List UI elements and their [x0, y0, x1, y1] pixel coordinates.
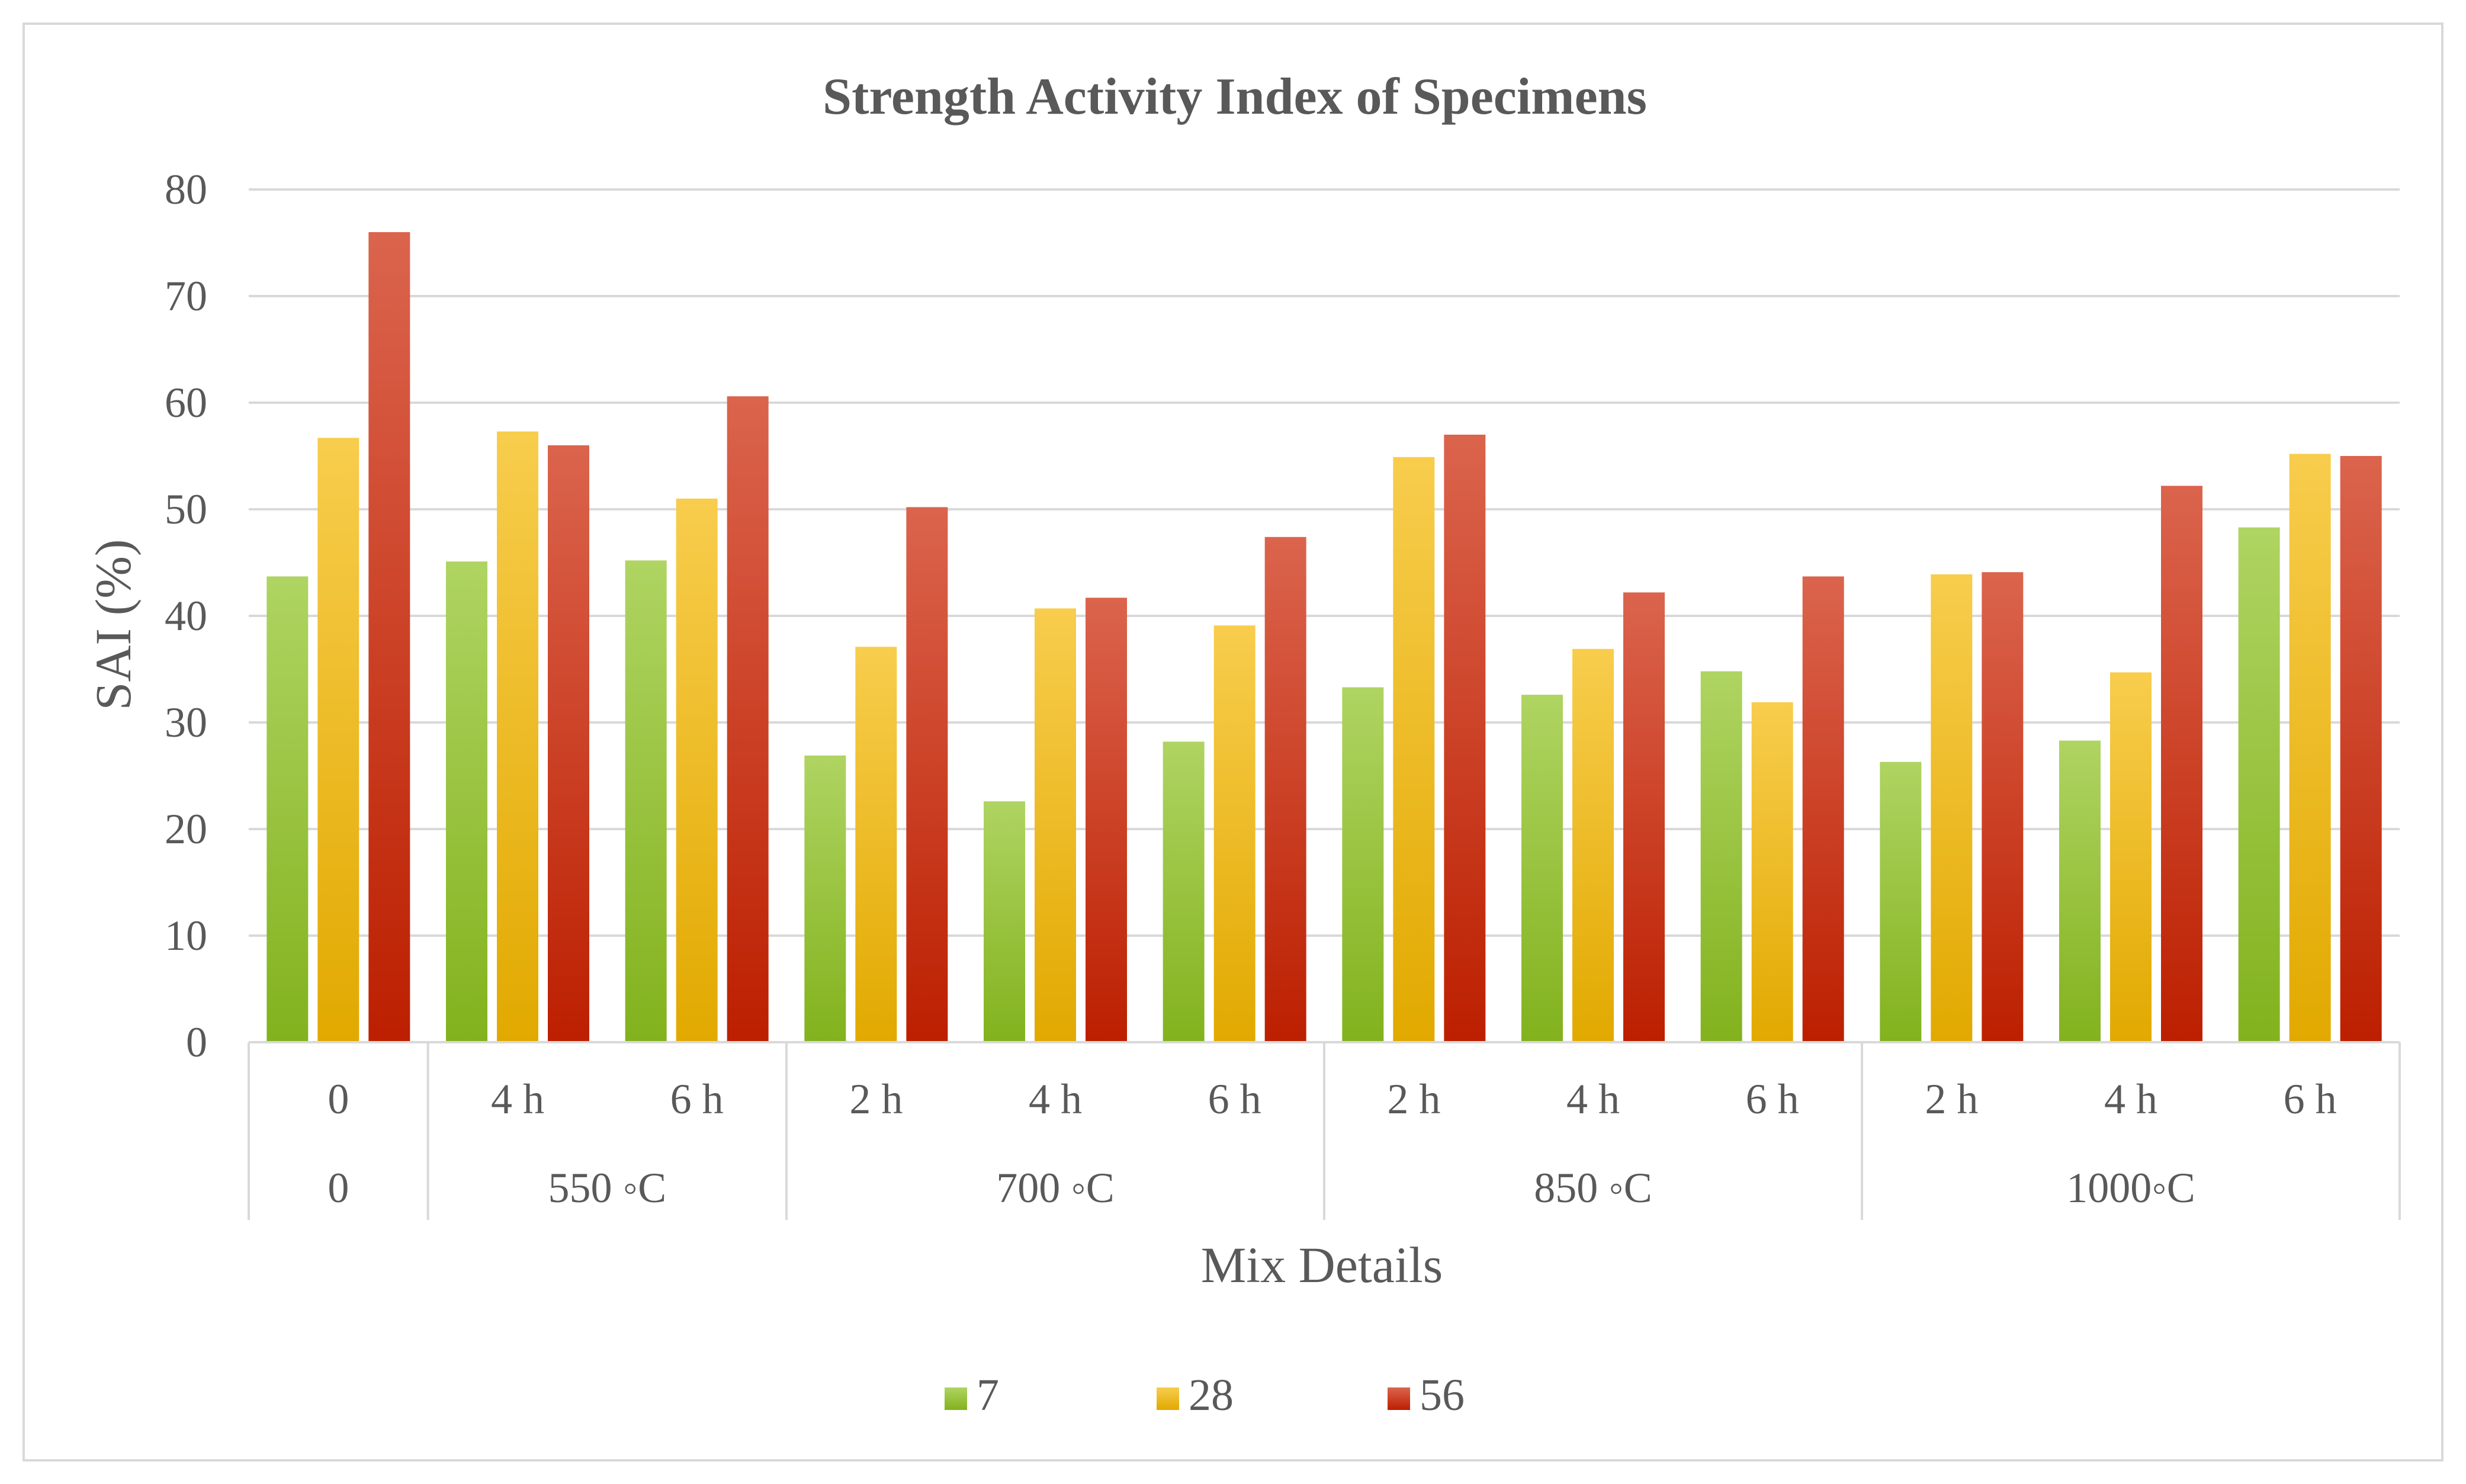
- bar-series-28-cat-7: [1572, 648, 1614, 1042]
- bar-series-7-cat-0: [266, 576, 309, 1042]
- legend: 7 28 56: [945, 1370, 1465, 1420]
- x-group-label: 0: [327, 1164, 349, 1212]
- y-tick-label: 0: [186, 1019, 207, 1066]
- bar-series-28-cat-3: [855, 647, 897, 1042]
- bar-series-28-cat-10: [2110, 672, 2152, 1042]
- x-group-label: 1000◦C: [2066, 1164, 2195, 1212]
- bar-series-56-cat-6: [1444, 435, 1486, 1042]
- x-tick-label: 4 h: [491, 1075, 544, 1123]
- bar-series-56-cat-10: [2161, 486, 2202, 1042]
- y-tick-label: 20: [165, 805, 207, 853]
- y-axis-label: SAI (%): [85, 539, 142, 711]
- y-tick-label: 30: [165, 699, 207, 746]
- x-tick-label: 4 h: [1029, 1075, 1082, 1123]
- x-tick-label: 2 h: [849, 1075, 903, 1123]
- x-tick-label: 6 h: [1208, 1075, 1261, 1123]
- legend-swatch: [1157, 1387, 1179, 1410]
- legend-swatch: [1388, 1387, 1410, 1410]
- bar-series-28-cat-0: [317, 438, 359, 1042]
- chart-title: Strength Activity Index of Specimens: [823, 68, 1647, 126]
- bar-series-56-cat-4: [1086, 598, 1127, 1042]
- bar-series-7-cat-3: [804, 755, 846, 1042]
- x-group-label: 550 ◦C: [548, 1164, 667, 1212]
- y-tick-label: 60: [165, 379, 207, 426]
- x-tick-label: 0: [327, 1075, 349, 1123]
- legend-item-56: 56: [1388, 1370, 1465, 1420]
- bar-series-7-cat-9: [1880, 762, 1922, 1042]
- bar-series-7-cat-8: [1700, 671, 1742, 1042]
- x-tick-label: 6 h: [2284, 1075, 2337, 1123]
- bar-series-7-cat-5: [1163, 741, 1205, 1042]
- y-tick-label: 50: [165, 486, 207, 533]
- bar-series-7-cat-7: [1521, 695, 1563, 1042]
- y-axis-ticks: 0 10 20 30 40 50 60 70 80: [165, 166, 207, 1066]
- legend-label: 7: [977, 1370, 999, 1420]
- y-tick-label: 10: [165, 912, 207, 959]
- bar-series-56-cat-5: [1264, 537, 1306, 1042]
- bar-series-56-cat-9: [1982, 572, 2024, 1042]
- bar-series-56-cat-7: [1623, 592, 1665, 1042]
- bar-series-56-cat-0: [368, 232, 410, 1042]
- x-tick-label: 6 h: [1746, 1075, 1799, 1123]
- bar-series-7-cat-11: [2238, 527, 2280, 1042]
- legend-item-28: 28: [1157, 1370, 1234, 1420]
- x-tick-label: 2 h: [1387, 1075, 1440, 1123]
- legend-label: 28: [1189, 1370, 1234, 1420]
- bar-series-56-cat-8: [1802, 576, 1844, 1042]
- x-tick-label: 4 h: [2104, 1075, 2157, 1123]
- y-tick-label: 40: [165, 592, 207, 640]
- bar-series-28-cat-4: [1035, 608, 1076, 1042]
- bar-series-7-cat-2: [625, 560, 667, 1042]
- bar-series-56-cat-11: [2340, 456, 2382, 1042]
- x-tick-label: 6 h: [670, 1075, 724, 1123]
- bar-series-28-cat-2: [676, 499, 718, 1042]
- bar-series-28-cat-9: [1931, 574, 1973, 1042]
- x-axis-label: Mix Details: [1201, 1236, 1443, 1293]
- bar-series-28-cat-1: [497, 431, 538, 1042]
- y-tick-label: 80: [165, 166, 207, 213]
- bar-series-7-cat-1: [446, 561, 487, 1042]
- x-tick-label: 4 h: [1566, 1075, 1620, 1123]
- bar-series-56-cat-1: [548, 445, 589, 1042]
- legend-label: 56: [1420, 1370, 1465, 1420]
- bar-series-28-cat-11: [2289, 454, 2331, 1042]
- bars: [266, 232, 2382, 1043]
- x-tick-label: 2 h: [1925, 1075, 1978, 1123]
- legend-swatch: [945, 1387, 967, 1410]
- bar-series-7-cat-6: [1342, 687, 1384, 1042]
- bar-series-7-cat-10: [2059, 740, 2101, 1042]
- x-group-label: 850 ◦C: [1534, 1164, 1652, 1212]
- x-axis: 0 4 h 6 h 2 h 4 h 6 h 2 h 4 h 6 h 2 h 4 h 6 h 0 550 ◦…: [248, 1041, 2401, 1220]
- bar-series-28-cat-5: [1213, 625, 1256, 1042]
- bar-series-56-cat-2: [727, 396, 769, 1043]
- bar-series-28-cat-8: [1751, 702, 1793, 1042]
- bar-series-7-cat-4: [984, 801, 1025, 1042]
- x-group-label: 700 ◦C: [996, 1164, 1115, 1212]
- bar-series-56-cat-3: [906, 507, 948, 1042]
- bar-series-28-cat-6: [1393, 457, 1435, 1042]
- y-tick-label: 70: [165, 272, 207, 320]
- legend-item-7: 7: [945, 1370, 999, 1420]
